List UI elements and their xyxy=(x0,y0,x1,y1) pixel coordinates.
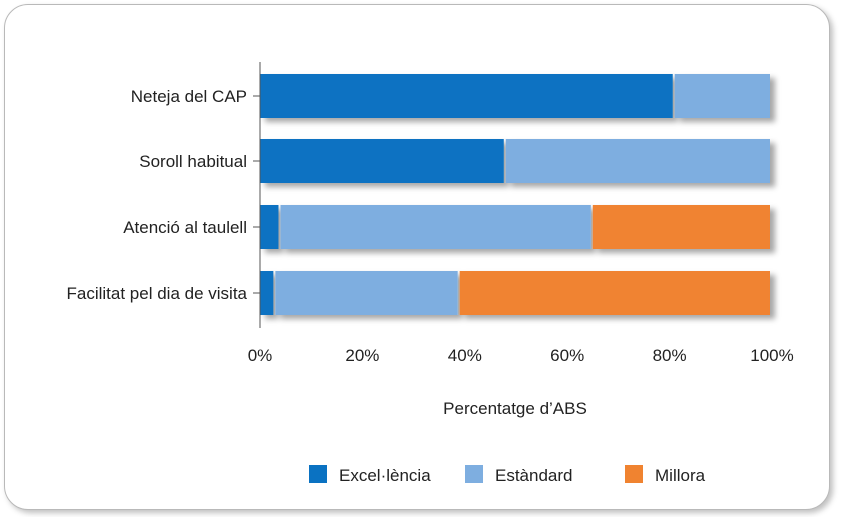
bar-segment xyxy=(674,74,770,118)
legend-swatch xyxy=(465,465,483,483)
legend-item: Excel·lència xyxy=(309,465,431,485)
legend-item: Millora xyxy=(625,465,706,485)
bar-group xyxy=(260,205,770,249)
x-tick-label: 60% xyxy=(550,346,584,365)
bar-group xyxy=(260,139,770,183)
bar-segment xyxy=(459,271,770,315)
category-label: Soroll habitual xyxy=(139,152,247,171)
legend-item: Estàndard xyxy=(465,465,573,485)
x-tick-label: 100% xyxy=(750,346,793,365)
legend-label: Excel·lència xyxy=(339,466,431,485)
x-axis-title: Percentatge d’ABS xyxy=(443,399,587,418)
legend-swatch xyxy=(309,465,327,483)
x-tick-label: 0% xyxy=(248,346,273,365)
category-label: Atenció al taulell xyxy=(123,218,247,237)
legend-label: Estàndard xyxy=(495,466,573,485)
category-label: Neteja del CAP xyxy=(131,87,247,106)
bar-segment xyxy=(260,205,279,249)
x-tick-label: 40% xyxy=(448,346,482,365)
bar-group xyxy=(260,271,770,315)
bar-segment xyxy=(275,271,458,315)
bar-segment xyxy=(260,74,673,118)
x-tick-label: 20% xyxy=(345,346,379,365)
bar-segment xyxy=(505,139,770,183)
legend-label: Millora xyxy=(655,466,706,485)
bar-segment xyxy=(592,205,770,249)
bar-group xyxy=(260,74,770,118)
category-label: Facilitat pel dia de visita xyxy=(67,284,248,303)
bar-segment xyxy=(280,205,591,249)
bar-segment xyxy=(260,271,274,315)
legend-swatch xyxy=(625,465,643,483)
bar-segment xyxy=(260,139,504,183)
x-tick-label: 80% xyxy=(653,346,687,365)
